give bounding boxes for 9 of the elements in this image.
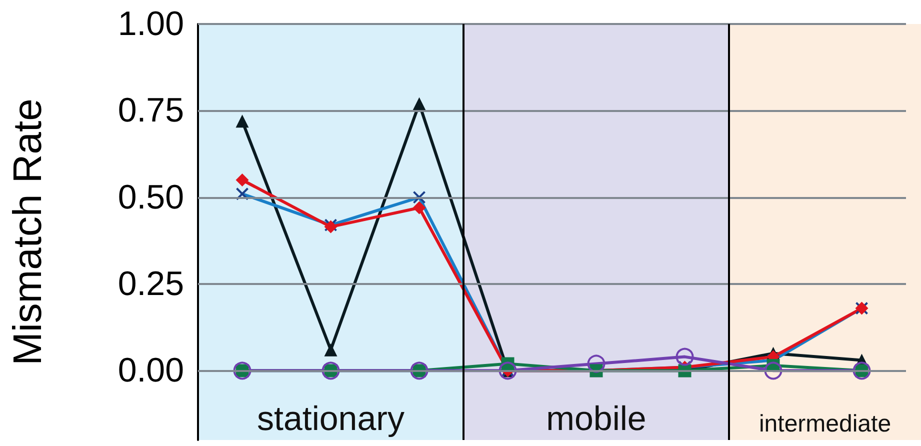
y-tick-label: 1.00 bbox=[118, 5, 184, 43]
y-tick-label: 0.75 bbox=[118, 92, 184, 130]
y-tick-label: 0.00 bbox=[118, 352, 184, 390]
y-tick-label: 0.50 bbox=[118, 178, 184, 216]
annotation: stationary bbox=[257, 400, 404, 438]
annotation: mobile bbox=[546, 400, 646, 438]
y-tick-label: 0.25 bbox=[118, 265, 184, 303]
annotation: intermediate bbox=[758, 410, 892, 438]
y-axis-title: Mismatch Rate bbox=[6, 98, 50, 366]
